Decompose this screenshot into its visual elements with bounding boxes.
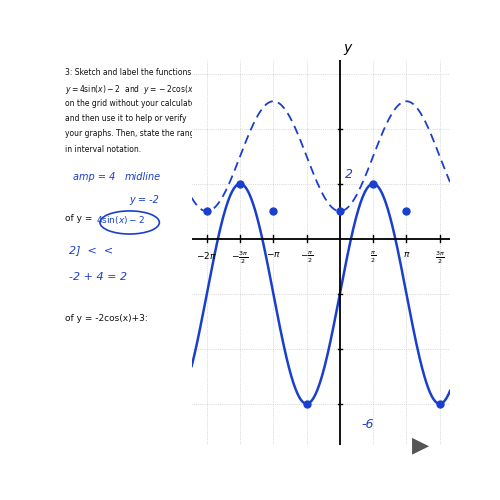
Text: amp = 4: amp = 4: [73, 172, 115, 181]
Text: $-\pi$: $-\pi$: [266, 250, 281, 259]
Text: of y = -2cos(x)+3:: of y = -2cos(x)+3:: [65, 314, 148, 323]
Text: $y$: $y$: [343, 42, 354, 57]
Text: 3: Sketch and label the functions: 3: Sketch and label the functions: [65, 68, 192, 76]
Text: $-\frac{\pi}{2}$: $-\frac{\pi}{2}$: [300, 250, 314, 265]
Point: [302, 400, 310, 408]
Point: [402, 207, 410, 215]
Text: your graphs. Then, state the range: your graphs. Then, state the range: [65, 130, 199, 138]
Point: [270, 207, 278, 215]
Point: [336, 207, 344, 215]
Text: $\frac{3\pi}{2}$: $\frac{3\pi}{2}$: [434, 250, 444, 266]
Text: in interval notation.: in interval notation.: [65, 144, 141, 154]
Text: $y=4\sin(x)-2$  and  $y=-2\cos(x)+3$: $y=4\sin(x)-2$ and $y=-2\cos(x)+3$: [65, 83, 210, 96]
Text: -2 + 4 = 2: -2 + 4 = 2: [69, 272, 127, 282]
Text: $-2\pi$: $-2\pi$: [196, 250, 217, 261]
Text: y = -2: y = -2: [130, 194, 160, 205]
Text: $-\frac{3\pi}{2}$: $-\frac{3\pi}{2}$: [232, 250, 249, 266]
Text: on the grid without your calculator: on the grid without your calculator: [65, 98, 199, 108]
Text: $4\sin(x)-2$: $4\sin(x)-2$: [96, 214, 145, 226]
Text: ▶: ▶: [412, 435, 428, 455]
Point: [236, 180, 244, 188]
Point: [436, 400, 444, 408]
Text: 2]  <  <: 2] < <: [69, 245, 113, 255]
Text: midline: midline: [124, 172, 160, 181]
Text: of y =: of y =: [65, 214, 96, 223]
Point: [369, 180, 377, 188]
Point: [203, 207, 211, 215]
Text: and then use it to help or verify: and then use it to help or verify: [65, 114, 186, 123]
Text: -6: -6: [361, 418, 374, 430]
Text: $\pi$: $\pi$: [402, 250, 410, 259]
Text: 2: 2: [345, 168, 353, 181]
Text: $\frac{\pi}{2}$: $\frac{\pi}{2}$: [370, 250, 376, 265]
